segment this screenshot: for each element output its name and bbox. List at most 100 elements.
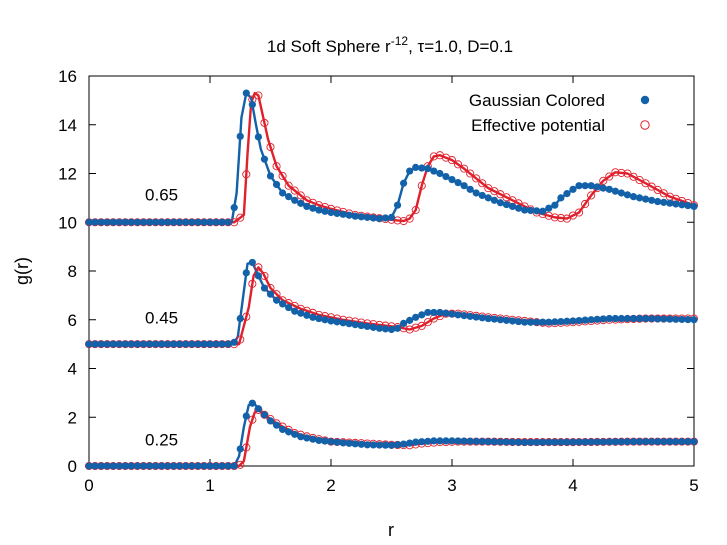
data-point-gaussian: [375, 214, 383, 223]
data-point-gaussian: [351, 440, 359, 448]
data-point-effective: [242, 170, 251, 179]
y-tick-label: 4: [68, 360, 77, 379]
chart-title-superscript: -12: [391, 34, 409, 48]
data-point-effective: [266, 142, 275, 152]
density-annotations: 0.65 0.45 0.25: [145, 185, 178, 449]
data-point-gaussian: [400, 179, 408, 187]
data-point-gaussian: [182, 218, 190, 226]
data-point-gaussian: [605, 185, 613, 193]
data-point-gaussian: [260, 411, 269, 419]
data-point-effective: [635, 175, 644, 185]
data-point-effective: [460, 164, 469, 173]
data-point-gaussian: [617, 438, 626, 446]
data-point-gaussian: [436, 437, 444, 445]
data-point-gaussian: [345, 320, 353, 328]
data-point-gaussian: [490, 196, 498, 204]
data-point-gaussian: [206, 462, 214, 470]
data-point-gaussian: [369, 323, 377, 331]
data-point-gaussian: [212, 462, 220, 470]
data-point-gaussian: [176, 462, 184, 470]
data-point-gaussian: [224, 340, 232, 348]
data-point-gaussian: [236, 314, 244, 323]
data-point-effective: [417, 321, 426, 330]
data-point-gaussian: [472, 437, 480, 445]
series-lines: [89, 91, 695, 468]
data-point-gaussian: [351, 212, 359, 220]
data-point-gaussian: [635, 314, 644, 323]
data-point-gaussian: [575, 182, 583, 190]
data-point-gaussian: [527, 206, 535, 215]
data-point-gaussian: [158, 462, 166, 470]
data-point-gaussian: [654, 315, 662, 323]
data-point-gaussian: [230, 338, 238, 346]
y-tick-label: 16: [58, 67, 77, 86]
data-point-gaussian: [508, 317, 517, 325]
x-tick-label: 0: [84, 476, 93, 495]
data-point-gaussian: [133, 218, 141, 226]
data-point-gaussian: [387, 441, 396, 449]
data-point-gaussian: [327, 317, 335, 325]
data-point-gaussian: [593, 183, 601, 191]
data-point-gaussian: [442, 437, 450, 445]
y-tick-label: 8: [68, 262, 77, 281]
data-point-gaussian: [496, 316, 504, 324]
data-point-gaussian: [97, 462, 105, 470]
data-point-effective: [405, 214, 414, 223]
data-point-gaussian: [635, 438, 644, 446]
data-point-gaussian: [279, 189, 287, 197]
data-point-effective: [278, 171, 287, 180]
data-point-gaussian: [381, 441, 390, 449]
data-point-gaussian: [176, 340, 184, 348]
data-point-effective: [254, 91, 263, 100]
data-point-gaussian: [623, 438, 632, 446]
data-point-gaussian: [164, 218, 172, 226]
data-point-gaussian: [103, 462, 111, 470]
data-point-gaussian: [563, 190, 571, 198]
data-point-gaussian: [521, 318, 529, 326]
data-point-gaussian: [266, 172, 275, 180]
data-point-effective: [605, 172, 614, 181]
data-point-gaussian: [418, 311, 426, 319]
data-point-gaussian: [194, 340, 202, 348]
data-point-gaussian: [115, 340, 123, 348]
data-point-gaussian: [400, 440, 408, 448]
data-point-gaussian: [424, 437, 432, 445]
data-point-gaussian: [279, 300, 287, 308]
data-point-gaussian: [381, 325, 390, 333]
data-point-effective: [466, 169, 475, 178]
data-point-gaussian: [303, 202, 311, 211]
data-point-gaussian: [448, 437, 456, 445]
data-point-gaussian: [642, 438, 650, 446]
data-point-gaussian: [85, 340, 93, 348]
data-point-gaussian: [514, 438, 523, 446]
data-point-effective: [248, 279, 257, 288]
data-point-gaussian: [272, 296, 281, 304]
data-point-effective: [659, 189, 668, 198]
data-point-gaussian: [91, 462, 99, 470]
data-point-effective: [272, 162, 281, 171]
data-point-gaussian: [369, 441, 377, 449]
data-point-effective: [248, 415, 257, 424]
data-point-gaussian: [430, 167, 438, 175]
data-point-gaussian: [611, 187, 619, 195]
data-point-gaussian: [315, 436, 323, 445]
data-point-gaussian: [285, 303, 293, 312]
data-point-gaussian: [363, 213, 371, 221]
data-point-gaussian: [127, 462, 135, 470]
density-label: 0.45: [145, 308, 178, 327]
chart-title: 1d Soft Sphere r-12, τ=1.0, D=0.1: [267, 34, 513, 56]
y-tick-label: 2: [68, 408, 77, 427]
data-point-gaussian: [654, 438, 662, 446]
data-point-gaussian: [91, 340, 99, 348]
data-point-gaussian: [224, 462, 232, 470]
data-point-gaussian: [412, 438, 420, 446]
data-point-gaussian: [103, 218, 111, 226]
x-tick-label: 2: [326, 476, 335, 495]
data-point-gaussian: [666, 438, 674, 446]
data-point-gaussian: [218, 218, 226, 226]
data-point-gaussian: [514, 317, 523, 326]
data-point-gaussian: [151, 340, 160, 348]
data-point-gaussian: [672, 438, 680, 446]
data-point-gaussian: [672, 200, 680, 208]
data-point-gaussian: [200, 218, 208, 226]
